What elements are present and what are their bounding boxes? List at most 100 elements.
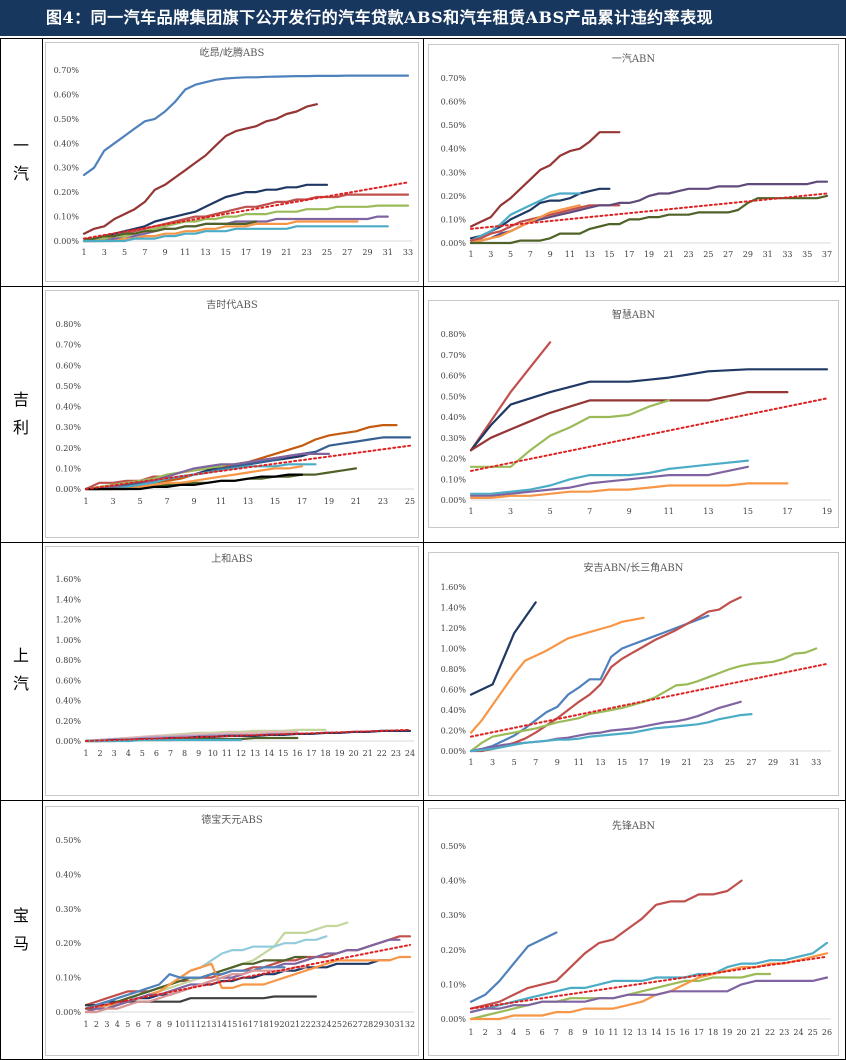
x-tick-label: 6 xyxy=(154,749,159,758)
y-tick-label: 0.10% xyxy=(441,215,467,224)
x-tick-label: 1 xyxy=(81,248,86,257)
x-tick-label: 31 xyxy=(394,1020,404,1029)
x-tick-label: 17 xyxy=(248,1020,258,1029)
row-label-char: 上 xyxy=(12,646,29,665)
x-tick-label: 15 xyxy=(617,758,627,767)
y-tick-label: 0.80% xyxy=(441,330,467,339)
y-tick-label: 0.50% xyxy=(441,121,467,130)
y-tick-label: 0.20% xyxy=(441,192,467,201)
x-tick-label: 16 xyxy=(238,1020,248,1029)
trend-line xyxy=(470,955,828,1010)
chart-grid: 一 汽 吉 利 上 汽 宝 马 屹昂/屹腾ABS 0.00% 0.10% 0.20% 0… xyxy=(0,38,846,1060)
x-tick-label: 22 xyxy=(765,1028,775,1037)
x-tick-label: 7 xyxy=(528,250,533,259)
y-tick-label: 0.00% xyxy=(56,485,82,494)
x-tick-label: 5 xyxy=(125,1020,130,1029)
y-tick-label: 0.00% xyxy=(441,239,467,248)
y-tick-label: 0.50% xyxy=(54,115,80,124)
chart-shanghe-abs: 上和ABS 0.00% 0.20% 0.40% 0.60% 0.80% 1.00% 1.20%… xyxy=(56,553,416,758)
x-tick-label: 3 xyxy=(508,507,513,516)
x-tick-label: 8 xyxy=(568,1028,573,1037)
x-tick-label: 25 xyxy=(405,497,415,506)
x-tick-label: 13 xyxy=(206,1020,216,1029)
y-tick-label: 0.80% xyxy=(56,656,82,665)
row-label-char: 一 xyxy=(12,136,29,155)
x-tick-label: 5 xyxy=(508,250,513,259)
y-tick-label: 1.20% xyxy=(56,616,82,625)
y-tick-label: 0.60% xyxy=(441,372,467,381)
x-tick-label: 33 xyxy=(811,758,821,767)
y-tick-label: 0.60% xyxy=(56,361,82,370)
x-tick-label: 24 xyxy=(793,1028,803,1037)
x-tick-label: 7 xyxy=(146,1020,151,1029)
x-tick-label: 13 xyxy=(585,250,595,259)
x-tick-label: 15 xyxy=(278,749,288,758)
trend-line xyxy=(470,397,828,472)
x-tick-label: 14 xyxy=(651,1028,661,1037)
x-tick-label: 10 xyxy=(594,1028,604,1037)
x-tick-label: 35 xyxy=(802,250,812,259)
x-tick-label: 18 xyxy=(259,1020,269,1029)
y-tick-label: 0.00% xyxy=(441,747,467,756)
series-line-s6 xyxy=(469,465,749,497)
x-tick-label: 29 xyxy=(374,1020,384,1029)
x-tick-label: 19 xyxy=(261,248,271,257)
x-tick-label: 25 xyxy=(322,248,332,257)
series-line-s4 xyxy=(469,399,670,468)
x-tick-label: 9 xyxy=(582,1028,587,1037)
chart-panel-shanghe-abs: 上和ABS 0.00% 0.20% 0.40% 0.60% 0.80% 1.00% 1.20%… xyxy=(45,546,419,796)
x-tick-label: 7 xyxy=(533,758,538,767)
x-tick-label: 5 xyxy=(548,507,553,516)
x-tick-label: 1 xyxy=(468,758,473,767)
y-tick-label: 0.10% xyxy=(441,980,467,989)
series-line-s1 xyxy=(82,74,410,177)
y-tick-label: 0.20% xyxy=(54,188,80,197)
x-tick-label: 26 xyxy=(342,1020,352,1029)
x-tick-label: 12 xyxy=(623,1028,633,1037)
chart-title: 智慧ABN xyxy=(612,308,656,321)
x-tick-label: 15 xyxy=(604,250,614,259)
x-tick-label: 15 xyxy=(665,1028,675,1037)
x-tick-label: 15 xyxy=(743,507,753,516)
x-tick-label: 28 xyxy=(363,1020,373,1029)
x-tick-label: 9 xyxy=(191,497,196,506)
x-tick-label: 21 xyxy=(682,758,692,767)
trend-line xyxy=(85,728,411,742)
x-tick-label: 8 xyxy=(182,749,187,758)
y-tick-label: 0.70% xyxy=(441,74,467,83)
x-tick-label: 7 xyxy=(142,248,147,257)
trend-line xyxy=(83,181,409,240)
x-tick-label: 10 xyxy=(208,749,218,758)
x-tick-label: 5 xyxy=(512,758,517,767)
x-tick-label: 3 xyxy=(112,749,117,758)
y-tick-label: 1.40% xyxy=(441,604,467,613)
chart-title: 先锋ABN xyxy=(612,819,656,832)
x-tick-label: 21 xyxy=(290,1020,300,1029)
x-tick-label: 31 xyxy=(763,250,773,259)
y-tick-label: 0.70% xyxy=(54,66,80,75)
x-tick-label: 19 xyxy=(722,1028,732,1037)
x-tick-label: 15 xyxy=(270,497,280,506)
x-tick-label: 29 xyxy=(743,250,753,259)
row-label-saic: 上 汽 xyxy=(0,642,42,698)
series-line-s1 xyxy=(469,931,558,1003)
y-tick-label: 0.30% xyxy=(56,905,82,914)
chart-title: 上和ABS xyxy=(211,553,253,565)
trend-line xyxy=(85,444,411,490)
series-line-s3 xyxy=(469,192,581,242)
x-tick-label: 1 xyxy=(468,250,473,259)
x-tick-label: 13 xyxy=(250,749,260,758)
x-tick-label: 17 xyxy=(694,1028,704,1037)
x-tick-label: 37 xyxy=(822,250,832,259)
x-tick-label: 12 xyxy=(236,749,246,758)
x-tick-label: 13 xyxy=(637,1028,647,1037)
trend-line xyxy=(85,943,411,1010)
y-tick-label: 0.10% xyxy=(56,974,82,983)
row-label-faw: 一 汽 xyxy=(0,132,42,188)
x-tick-label: 11 xyxy=(180,248,190,257)
x-tick-label: 6 xyxy=(540,1028,545,1037)
x-tick-label: 17 xyxy=(241,248,251,257)
chart-panel-anji-abn: 安吉ABN/长三角ABN 0.00% 0.20% 0.40% 0.60% 0.80% 1.0… xyxy=(428,552,839,796)
y-tick-label: 0.00% xyxy=(441,496,467,505)
x-tick-label: 13 xyxy=(243,497,253,506)
